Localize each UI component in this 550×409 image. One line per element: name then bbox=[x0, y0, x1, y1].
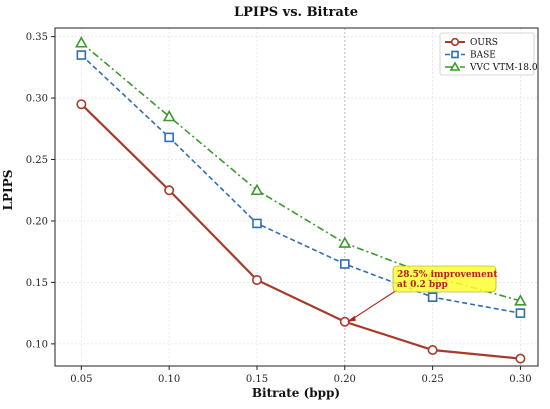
y-tick-label: 0.20 bbox=[26, 216, 48, 227]
x-tick-label: 0.30 bbox=[509, 374, 531, 385]
y-axis-label: LPIPS bbox=[1, 170, 15, 211]
data-point-base bbox=[339, 259, 350, 269]
legend-entry-vvc-vtm-18-0: VVC VTM-18.0 bbox=[445, 61, 538, 73]
legend-entry-base: BASE bbox=[445, 51, 496, 61]
legend: OURS BASE VVC VTM-18.0 bbox=[439, 32, 538, 76]
x-axis-label: Bitrate (bpp) bbox=[252, 386, 340, 400]
data-point-base bbox=[515, 308, 526, 318]
data-point-base bbox=[427, 292, 438, 302]
data-point-ours bbox=[164, 185, 175, 196]
x-tick-label: 0.20 bbox=[334, 374, 356, 385]
data-point-base bbox=[76, 50, 87, 60]
data-point-vvc-vtm-18-0 bbox=[74, 36, 88, 48]
y-tick-label: 0.30 bbox=[26, 94, 48, 105]
y-tick-label: 0.35 bbox=[26, 32, 48, 43]
series-line-base bbox=[80, 54, 521, 314]
data-point-ours bbox=[515, 353, 526, 364]
data-point-vvc-vtm-18-0 bbox=[162, 109, 176, 122]
chart-title: LPIPS vs. Bitrate bbox=[234, 5, 358, 20]
annotation-arrowhead bbox=[346, 315, 356, 322]
annotation-box bbox=[392, 265, 497, 293]
y-tick-label: 0.10 bbox=[26, 339, 48, 350]
x-ticks: 0.05 0.10 0.15 0.20 0.25 0.30 bbox=[70, 366, 532, 385]
data-point-ours bbox=[251, 274, 262, 285]
data-point-vvc-vtm-18-0 bbox=[514, 294, 527, 306]
legend-label: VVC VTM-18.0 bbox=[469, 63, 538, 73]
y-ticks: 0.10 0.15 0.20 0.25 0.30 0.35 bbox=[26, 32, 55, 350]
legend-label: OURS bbox=[470, 38, 498, 48]
plot-frame bbox=[54, 27, 539, 367]
x-tick-label: 0.05 bbox=[70, 374, 92, 385]
legend-marker bbox=[449, 61, 461, 71]
annotation-text-line: 28.5% improvement bbox=[397, 270, 498, 280]
legend-label: BASE bbox=[470, 51, 496, 61]
legend-marker bbox=[451, 50, 459, 59]
data-point-ours bbox=[427, 345, 438, 356]
legend-marker bbox=[450, 37, 460, 47]
data-point-ours bbox=[339, 316, 350, 327]
grid bbox=[55, 28, 538, 366]
series-line-ours bbox=[80, 103, 521, 360]
data-point-base bbox=[164, 132, 174, 143]
legend-entry-ours: OURS bbox=[445, 37, 498, 48]
annotation-text-line: at 0.2 bpp bbox=[397, 280, 448, 290]
annotation-arrow bbox=[349, 289, 398, 322]
series-layer bbox=[74, 36, 527, 364]
series-vvc-vtm-18-0 bbox=[74, 36, 527, 306]
x-tick-label: 0.25 bbox=[421, 374, 443, 385]
data-point-base bbox=[252, 218, 262, 229]
legend-box bbox=[439, 32, 535, 76]
y-tick-label: 0.15 bbox=[26, 278, 48, 289]
data-point-ours bbox=[76, 99, 87, 110]
x-tick-label: 0.10 bbox=[158, 374, 180, 385]
series-base bbox=[76, 50, 526, 318]
y-tick-label: 0.25 bbox=[26, 155, 48, 166]
series-ours bbox=[76, 99, 526, 364]
series-line-vvc-vtm-18-0 bbox=[80, 42, 521, 302]
data-point-vvc-vtm-18-0 bbox=[338, 236, 352, 248]
data-point-vvc-vtm-18-0 bbox=[250, 183, 264, 196]
x-tick-label: 0.15 bbox=[246, 374, 268, 385]
